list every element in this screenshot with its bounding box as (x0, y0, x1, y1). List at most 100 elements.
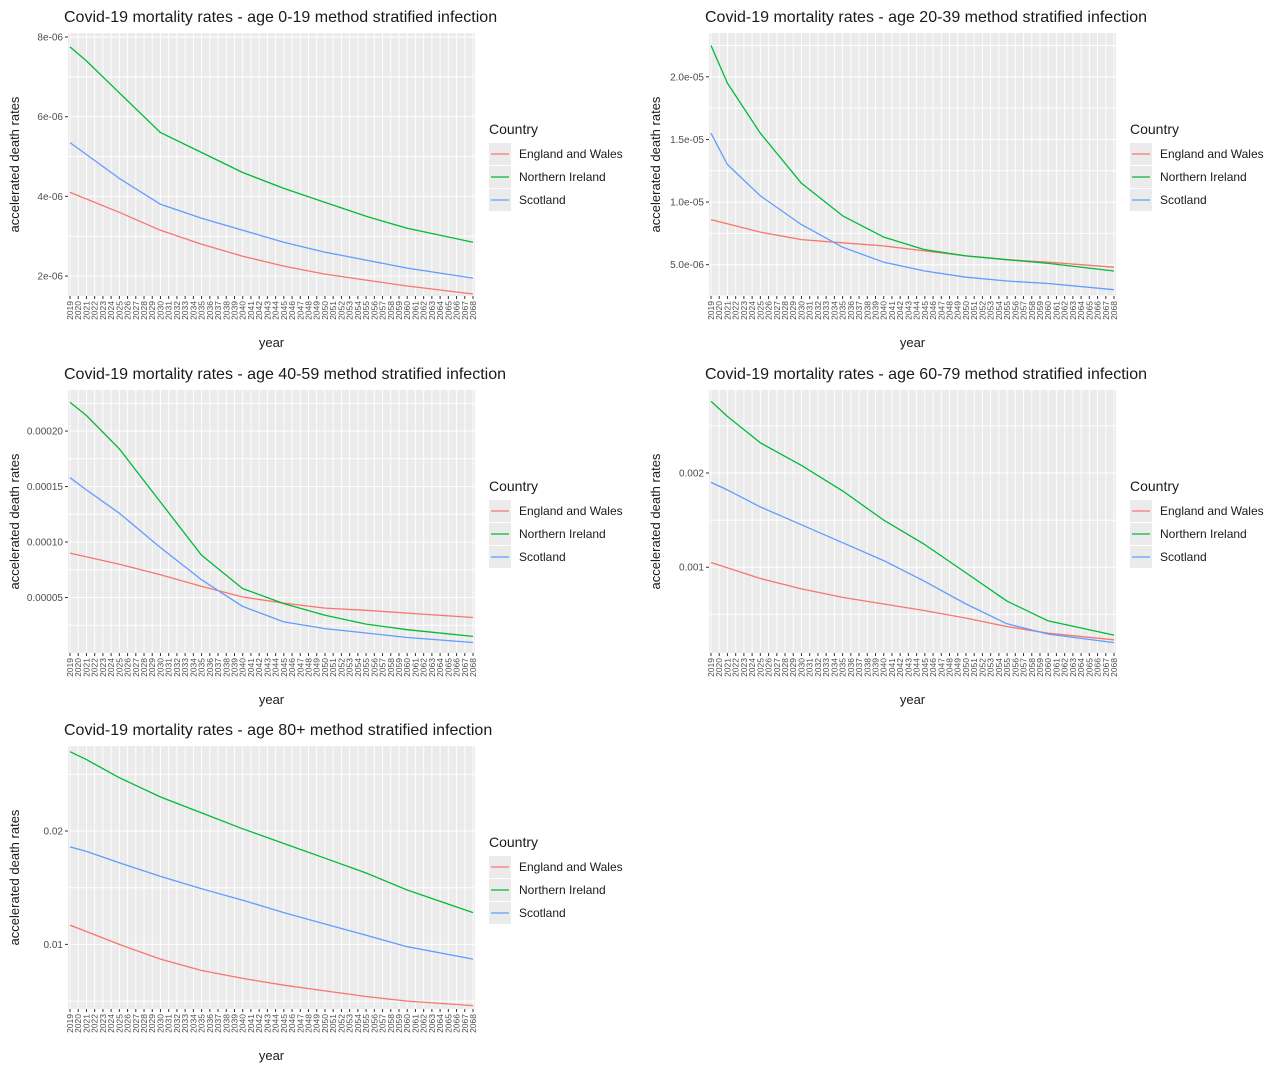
x-tick-label: 2025 (755, 658, 765, 677)
x-tick-label: 2060 (1043, 658, 1053, 677)
x-tick-label: 2024 (106, 658, 116, 677)
chart-title: Covid-19 mortality rates - age 20-39 met… (705, 9, 1147, 26)
x-tick-label: 2062 (419, 658, 429, 677)
x-tick-label: 2050 (961, 658, 971, 677)
series-line-scotland (710, 132, 1115, 291)
x-tick-label: 2038 (862, 301, 872, 320)
x-tick-label: 2022 (731, 301, 741, 320)
legend-label-northern-ireland: Northern Ireland (519, 527, 606, 541)
x-tick-label: 2042 (254, 301, 264, 320)
x-tick-label: 2059 (394, 301, 404, 320)
x-tick-label: 2066 (1093, 301, 1103, 320)
x-tick-label: 2051 (328, 301, 338, 320)
x-tick-label: 2040 (879, 301, 889, 320)
x-tick-label: 2028 (780, 658, 790, 677)
x-tick-label: 2068 (1109, 301, 1119, 320)
x-tick-label: 2061 (410, 301, 420, 320)
x-tick-label: 2040 (238, 1014, 248, 1033)
x-tick-label: 2036 (205, 1014, 215, 1033)
x-tick-label: 2050 (320, 301, 330, 320)
x-tick-label: 2049 (312, 1014, 322, 1033)
x-tick-label: 2056 (369, 1014, 379, 1033)
legend-label-england-and-wales: England and Wales (519, 860, 623, 874)
legend-label-england-and-wales: England and Wales (519, 504, 623, 518)
x-tick-label: 2045 (920, 301, 930, 320)
legend-label-northern-ireland: Northern Ireland (1160, 170, 1247, 184)
x-tick-label: 2057 (378, 658, 388, 677)
legend-label-scotland: Scotland (519, 550, 566, 564)
x-tick-label: 2019 (65, 1014, 75, 1033)
x-tick-label: 2040 (238, 301, 248, 320)
series-line-scotland (69, 477, 474, 644)
x-tick-label: 2037 (854, 301, 864, 320)
legend-label-northern-ireland: Northern Ireland (519, 883, 606, 897)
x-tick-label: 2032 (172, 301, 182, 320)
x-tick-label: 2033 (821, 301, 831, 320)
chart-title: Covid-19 mortality rates - age 40-59 met… (64, 366, 506, 383)
x-tick-label: 2050 (320, 658, 330, 677)
legend-label-scotland: Scotland (519, 193, 566, 207)
x-tick-label: 2067 (460, 658, 470, 677)
x-tick-label: 2055 (361, 1014, 371, 1033)
x-tick-label: 2052 (977, 301, 987, 320)
chart-title: Covid-19 mortality rates - age 60-79 met… (705, 366, 1147, 383)
x-tick-label: 2061 (410, 658, 420, 677)
x-tick-label: 2026 (123, 1014, 133, 1033)
x-tick-label: 2040 (879, 658, 889, 677)
chart-title: Covid-19 mortality rates - age 80+ metho… (64, 722, 492, 739)
x-tick-label: 2022 (90, 1014, 100, 1033)
x-tick-label: 2031 (164, 658, 174, 677)
x-tick-label: 2066 (452, 658, 462, 677)
x-tick-label: 2029 (147, 658, 157, 677)
x-tick-label: 2028 (780, 301, 790, 320)
series-line-scotland (69, 846, 474, 960)
chart-title: Covid-19 mortality rates - age 0-19 meth… (64, 9, 497, 26)
x-tick-label: 2061 (1051, 658, 1061, 677)
x-tick-label: 2045 (279, 658, 289, 677)
x-tick-label: 2060 (402, 1014, 412, 1033)
x-tick-label: 2054 (994, 658, 1004, 677)
y-tick-label: 0.00020 (27, 427, 64, 438)
y-tick-label: 1.0e-05 (670, 198, 704, 209)
y-axis-title: accelerated death rates (648, 96, 663, 232)
series-line-england-and-wales (69, 191, 474, 295)
x-tick-label: 2023 (739, 658, 749, 677)
x-tick-label: 2062 (419, 1014, 429, 1033)
x-tick-label: 2019 (65, 658, 75, 677)
x-tick-label: 2040 (238, 658, 248, 677)
x-axis-title: year (900, 335, 926, 350)
x-tick-label: 2064 (1076, 658, 1086, 677)
x-tick-label: 2053 (345, 658, 355, 677)
y-tick-label: 8e-06 (37, 32, 63, 43)
x-tick-label: 2048 (304, 301, 314, 320)
x-tick-label: 2046 (287, 301, 297, 320)
x-tick-label: 2035 (838, 301, 848, 320)
x-tick-label: 2039 (870, 658, 880, 677)
x-tick-label: 2051 (328, 1014, 338, 1033)
x-tick-label: 2064 (435, 1014, 445, 1033)
x-tick-label: 2051 (328, 658, 338, 677)
x-tick-label: 2031 (805, 301, 815, 320)
x-tick-label: 2056 (369, 658, 379, 677)
series-line-england-and-wales (69, 552, 474, 619)
x-tick-label: 2056 (369, 301, 379, 320)
x-tick-label: 2058 (386, 301, 396, 320)
x-tick-label: 2047 (295, 658, 305, 677)
y-axis-title: accelerated death rates (648, 453, 663, 589)
x-tick-label: 2041 (246, 301, 256, 320)
x-tick-label: 2019 (706, 301, 716, 320)
x-tick-label: 2032 (813, 301, 823, 320)
series-line-northern-ireland (69, 751, 474, 914)
y-axis-title: accelerated death rates (7, 453, 22, 589)
x-tick-label: 2047 (295, 301, 305, 320)
x-tick-label: 2039 (229, 1014, 239, 1033)
x-tick-label: 2055 (1002, 301, 1012, 320)
x-tick-label: 2049 (953, 658, 963, 677)
x-tick-label: 2049 (312, 658, 322, 677)
y-tick-label: 0.002 (679, 468, 704, 479)
x-tick-label: 2065 (1084, 301, 1094, 320)
x-tick-label: 2038 (221, 301, 231, 320)
series-line-northern-ireland (69, 401, 474, 638)
y-tick-label: 1.5e-05 (670, 135, 704, 146)
x-tick-label: 2019 (65, 301, 75, 320)
